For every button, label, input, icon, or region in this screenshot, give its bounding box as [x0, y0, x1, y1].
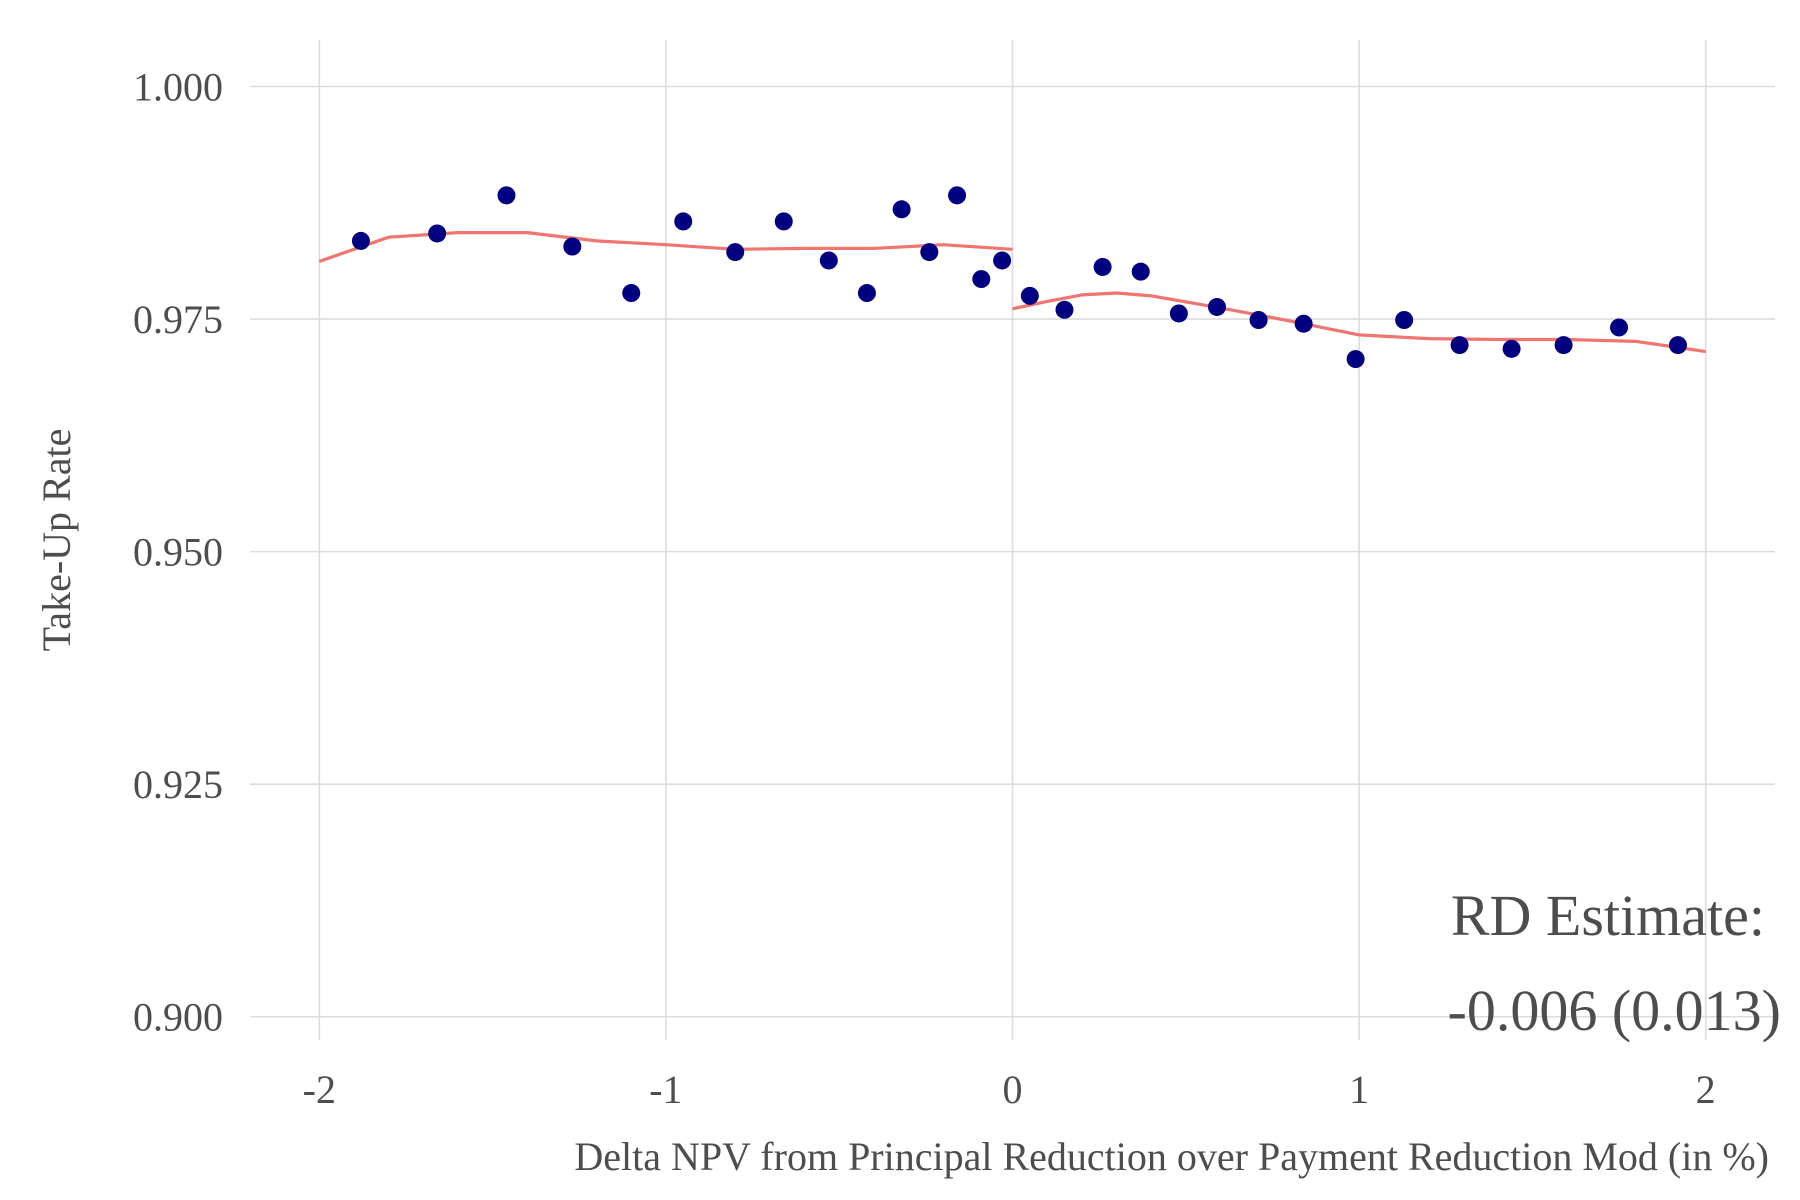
x-gridlines: [318, 40, 1707, 1040]
y-tick-label: 1.000: [133, 65, 223, 110]
y-tick-label: 0.950: [133, 530, 223, 575]
y-gridlines: [250, 85, 1775, 1018]
data-point: [622, 284, 641, 303]
rd-estimate-label: RD Estimate:: [1451, 883, 1765, 948]
y-tick-label: 0.975: [133, 297, 223, 342]
data-point: [1020, 286, 1039, 305]
data-point: [1346, 350, 1365, 369]
data-point: [1294, 314, 1313, 333]
data-point: [726, 243, 745, 262]
y-tick-label: 0.900: [133, 995, 223, 1040]
data-point: [1610, 318, 1629, 337]
data-point: [1207, 297, 1226, 316]
data-point: [1131, 262, 1150, 281]
data-point: [497, 186, 516, 205]
data-point: [1093, 257, 1112, 276]
data-point: [674, 212, 693, 231]
y-tick-label: 0.925: [133, 762, 223, 807]
data-point: [993, 251, 1012, 270]
x-tick-label: -1: [649, 1067, 682, 1112]
data-point: [1668, 336, 1687, 355]
binned-points: [351, 186, 1687, 369]
y-axis-title: Take-Up Rate: [34, 429, 79, 652]
data-point: [1055, 300, 1074, 319]
data-point: [428, 224, 447, 243]
data-point: [1395, 311, 1414, 329]
data-point: [774, 212, 793, 231]
data-point: [351, 231, 370, 250]
x-tick-label: 1: [1349, 1067, 1369, 1112]
data-point: [819, 251, 838, 270]
data-point: [1249, 311, 1268, 329]
data-point: [1169, 304, 1188, 323]
x-axis-title: Delta NPV from Principal Reduction over …: [574, 1134, 1769, 1179]
data-point: [892, 200, 911, 219]
data-point: [920, 243, 939, 262]
x-tick-label: -2: [303, 1067, 336, 1112]
data-point: [1502, 339, 1521, 358]
data-point: [948, 186, 967, 205]
x-tick-labels: -2 -1 0 1 2: [303, 1067, 1716, 1112]
x-tick-label: 0: [1003, 1067, 1023, 1112]
rd-estimate-value: -0.006 (0.013): [1448, 978, 1781, 1043]
data-point: [563, 237, 582, 256]
data-point: [972, 270, 991, 289]
data-point: [1554, 336, 1573, 355]
data-point: [857, 284, 876, 303]
x-tick-label: 2: [1696, 1067, 1716, 1112]
y-tick-labels: 0.900 0.925 0.950 0.975 1.000: [133, 65, 223, 1040]
data-point: [1450, 336, 1469, 355]
